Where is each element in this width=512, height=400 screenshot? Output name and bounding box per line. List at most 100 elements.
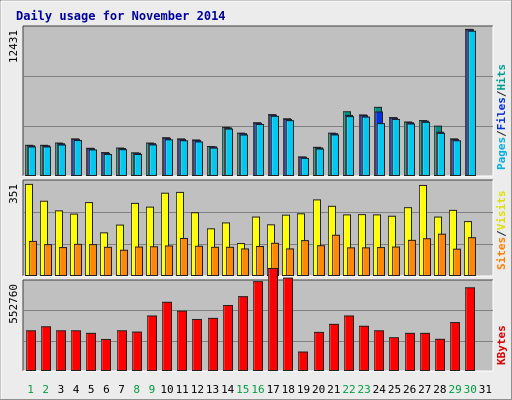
bar-kbytes-kbytes-day-30 [465, 287, 475, 371]
bar-hits-pages-day-21 [331, 134, 339, 176]
bar-kbytes-kbytes-day-5 [86, 332, 96, 371]
bar-kbytes-kbytes-day-7 [117, 330, 127, 371]
bar-visits-sites-day-11 [180, 237, 188, 276]
x-tick-label-31: 31 [479, 383, 492, 396]
x-tick-label-4: 4 [73, 383, 80, 396]
bar-visits-sites-day-15 [241, 248, 249, 276]
chart-title: Daily usage for November 2014 [16, 9, 226, 23]
bar-visits-sites-day-14 [226, 246, 234, 276]
bar-hits-pages-day-3 [58, 144, 66, 176]
series-label-part-4: / [495, 90, 508, 97]
bar-kbytes-kbytes-day-15 [238, 296, 248, 371]
x-tick-label-24: 24 [373, 383, 387, 396]
x-tick-label-28: 28 [433, 383, 446, 396]
bar-hits-pages-day-23 [362, 116, 370, 177]
bar-hits-pages-day-11 [180, 140, 188, 176]
bar-kbytes-kbytes-day-12 [192, 318, 202, 372]
bar-hits-pages-day-4 [74, 140, 82, 176]
bar-kbytes-kbytes-day-6 [101, 338, 111, 372]
bar-visits-sites-day-4 [74, 243, 82, 277]
bar-visits-sites-day-19 [301, 240, 309, 276]
panel-hits-max-label: 12431 [7, 30, 20, 63]
bar-visits-sites-day-8 [135, 246, 143, 276]
bar-hits-pages-day-17 [271, 115, 279, 176]
bar-kbytes-kbytes-day-10 [162, 301, 172, 372]
bar-visits-sites-day-10 [165, 245, 173, 277]
bar-hits-pages-day-5 [89, 149, 97, 176]
series-label-part-3: Visits [495, 191, 508, 231]
bar-visits-sites-day-29 [453, 248, 461, 276]
bar-kbytes-kbytes-day-8 [132, 331, 142, 371]
panel-hits-series-label: Pages/Files/Hits [495, 64, 508, 170]
bar-kbytes-kbytes-day-22 [344, 315, 354, 371]
x-tick-label-15: 15 [236, 383, 249, 396]
bar-kbytes-kbytes-day-3 [56, 330, 66, 371]
bar-kbytes-kbytes-day-11 [177, 310, 187, 372]
x-tick-label-5: 5 [88, 383, 95, 396]
bar-visits-sites-day-21 [332, 234, 340, 276]
x-tick-label-2: 2 [42, 383, 49, 396]
series-label-part-5: Hits [495, 64, 508, 91]
bar-hits-pages-day-14 [225, 128, 233, 176]
bar-visits-sites-day-12 [195, 245, 203, 276]
bar-visits-sites-day-18 [286, 248, 294, 276]
bar-kbytes-kbytes-day-18 [283, 277, 293, 371]
bar-kbytes-kbytes-day-2 [41, 326, 51, 372]
x-tick-label-11: 11 [176, 383, 189, 396]
x-tick-label-3: 3 [58, 383, 65, 396]
bar-visits-sites-day-13 [211, 246, 219, 276]
bar-hits-pages-day-9 [149, 144, 157, 177]
bar-hits-pages-day-13 [210, 147, 218, 176]
bar-hits-pages-day-8 [134, 153, 142, 177]
bar-kbytes-kbytes-day-16 [253, 281, 263, 372]
panel-visits-max-label: 351 [7, 184, 20, 204]
bar-kbytes-kbytes-day-14 [223, 304, 233, 371]
x-tick-label-1: 1 [27, 383, 34, 396]
x-tick-label-8: 8 [133, 383, 140, 396]
bar-hits-pages-day-10 [165, 139, 173, 176]
bar-kbytes-kbytes-day-21 [329, 323, 339, 371]
bar-kbytes-kbytes-day-24 [374, 330, 384, 371]
x-tick-label-20: 20 [312, 383, 325, 396]
bar-visits-sites-day-5 [89, 244, 97, 277]
bar-hits-pages-day-19 [301, 157, 309, 176]
x-tick-label-29: 29 [448, 383, 461, 396]
bar-hits-pages-day-25 [392, 118, 400, 176]
series-label-part-2: / [495, 230, 508, 237]
x-tick-label-14: 14 [221, 383, 235, 396]
bar-kbytes-kbytes-day-23 [359, 325, 369, 371]
x-axis-labels: 1 2 3 4 5 6 7 8 9 10 11 12 13 14 15 16 17 18 19 20 21 22 23 24 2… [27, 383, 492, 396]
bar-visits-sites-day-1 [29, 240, 37, 276]
series-label-part-1: KBytes [495, 325, 508, 365]
x-tick-label-25: 25 [388, 383, 401, 396]
bar-hits-pages-day-7 [119, 149, 127, 176]
x-tick-label-16: 16 [251, 383, 264, 396]
x-tick-label-7: 7 [118, 383, 125, 396]
bar-visits-sites-day-6 [104, 246, 112, 276]
bar-visits-sites-day-30 [468, 237, 476, 276]
panel-kbytes-series-label: KBytes [495, 325, 508, 365]
x-tick-label-30: 30 [464, 383, 477, 396]
bar-hits-pages-day-28 [437, 132, 445, 176]
bar-hits-pages-day-1 [28, 146, 36, 176]
bar-hits-pages-day-26 [407, 123, 415, 176]
bar-kbytes-kbytes-day-4 [71, 330, 81, 371]
panel-hits: 12431 Pages/Files/Hits [7, 25, 508, 177]
bar-visits-sites-day-24 [377, 247, 385, 276]
x-tick-label-12: 12 [191, 383, 204, 396]
bar-kbytes-kbytes-day-29 [450, 322, 460, 371]
bar-kbytes-kbytes-day-20 [314, 331, 324, 371]
x-tick-label-10: 10 [160, 383, 173, 396]
bar-visits-sites-day-16 [256, 246, 264, 276]
x-tick-label-18: 18 [282, 383, 295, 396]
bar-kbytes-kbytes-day-26 [405, 332, 415, 371]
panel-visits-series-label: Sites/Visits [495, 191, 508, 271]
x-tick-label-19: 19 [297, 383, 310, 396]
bar-hits-pages-day-16 [256, 123, 264, 177]
bar-kbytes-kbytes-day-17 [268, 267, 278, 371]
bar-hits-pages-day-6 [104, 153, 112, 177]
bar-visits-sites-day-22 [347, 247, 355, 276]
bar-hits-pages-day-12 [195, 141, 203, 177]
